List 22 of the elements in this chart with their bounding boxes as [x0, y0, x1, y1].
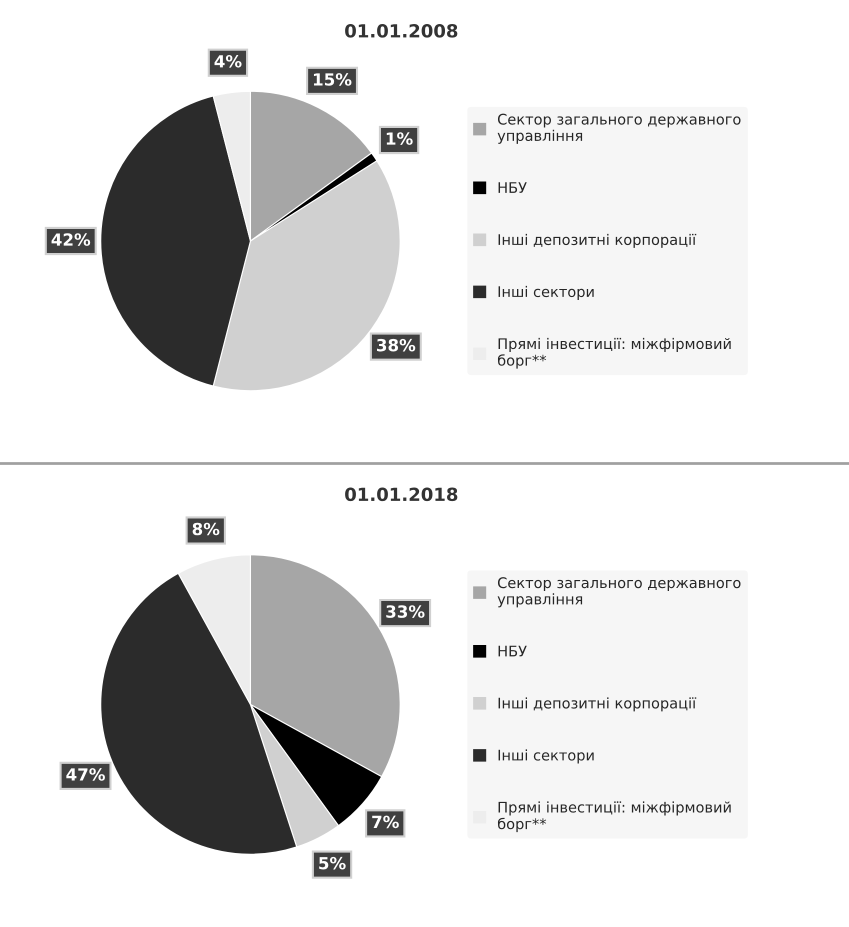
data-label: 15%: [314, 73, 352, 86]
legend-label: Інші депозитні корпорації: [498, 234, 696, 248]
data-label: 8%: [192, 522, 220, 536]
data-label: 1%: [386, 132, 413, 145]
legend-label: Сектор загального державного управління: [498, 577, 741, 608]
data-label: 4%: [214, 54, 242, 68]
legend-label: Інші депозитні корпорації: [498, 697, 696, 712]
data-label: 5%: [319, 856, 346, 870]
data-label: 38%: [377, 338, 416, 352]
legend-label: Прямі інвестиції: міжфірмовий борг**: [498, 338, 731, 369]
data-label: 47%: [66, 768, 105, 781]
legend-label: Інші сектори: [498, 286, 594, 300]
legend-label: НБУ: [498, 182, 527, 193]
chart-title: 01.01.2018: [345, 488, 458, 502]
legend-label: НБУ: [498, 646, 527, 656]
legend-label: Інші сектори: [498, 749, 594, 764]
chart-title: 01.01.2008: [345, 24, 458, 38]
data-label: 33%: [386, 605, 425, 618]
legend-label: Сектор загального державного управління: [498, 114, 741, 144]
legend-label: Прямі інвестиції: міжфірмовий борг**: [498, 801, 731, 832]
data-label: 7%: [372, 816, 399, 828]
data-label: 42%: [52, 233, 90, 246]
